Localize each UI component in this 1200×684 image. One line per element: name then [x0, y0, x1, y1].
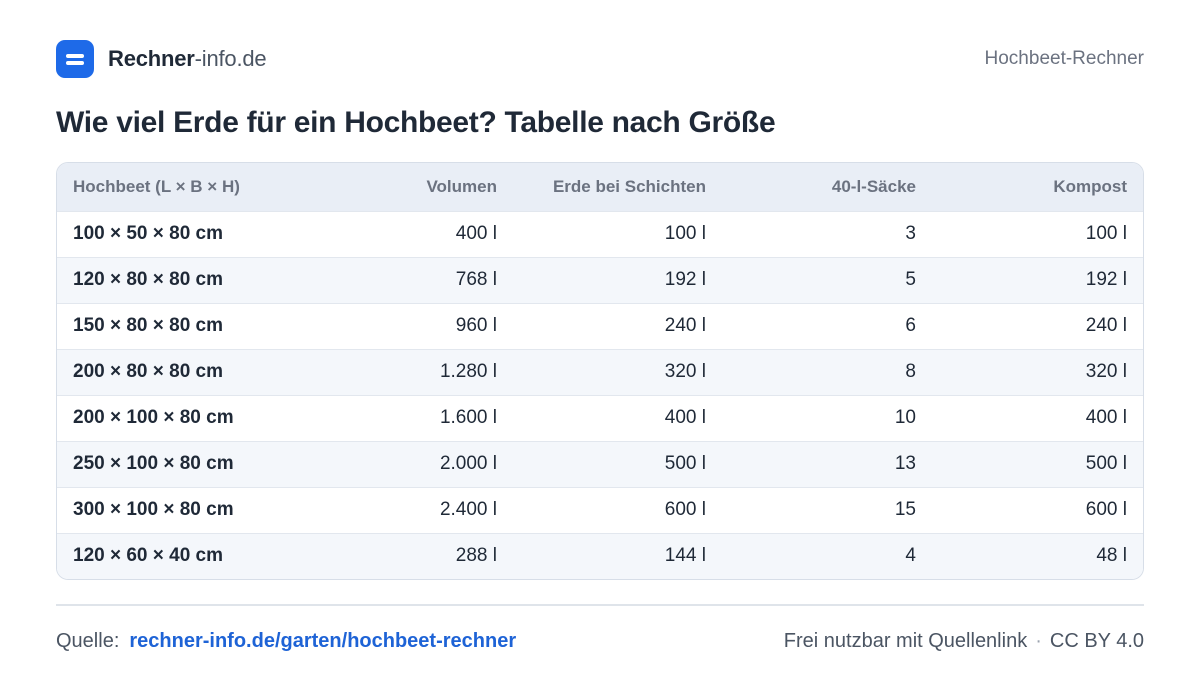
cell-volume: 288 l: [455, 545, 497, 567]
logo-icon: [56, 40, 94, 78]
cell-volume: 1.280 l: [439, 361, 497, 382]
cell-volume: 2.400 l: [439, 499, 497, 520]
site-header: Rechner-info.de Hochbeet-Rechner: [56, 40, 1144, 78]
license-block: Frei nutzbar mit Quellenlink · CC BY 4.0: [784, 630, 1144, 653]
table-row: 300 × 100 × 80 cm 2.400 l 600 l 15 600 l: [57, 487, 1143, 533]
cell-bags: 15: [894, 499, 916, 520]
cell-compost: 600 l: [1085, 499, 1127, 520]
page-label: Hochbeet-Rechner: [984, 48, 1144, 69]
cell-compost: 192 l: [1085, 269, 1127, 290]
cell-soil-layers: 400 l: [664, 407, 706, 428]
license-text: Frei nutzbar mit Quellenlink: [783, 630, 1028, 652]
brand-name: Rechner-info.de: [108, 46, 267, 72]
cell-soil-layers: 500 l: [664, 453, 706, 474]
cell-compost: 320 l: [1085, 361, 1127, 382]
table-row: 150 × 80 × 80 cm 960 l 240 l 6 240 l: [57, 303, 1143, 349]
cell-size: 300 × 100 × 80 cm: [73, 499, 234, 520]
cell-size: 120 × 60 × 40 cm: [73, 545, 224, 567]
source-label: Quelle:: [56, 630, 120, 652]
cell-soil-layers: 192 l: [664, 269, 706, 290]
column-header-soil-layers: Erde bei Schichten: [552, 176, 706, 196]
column-header-bags: 40-l-Säcke: [831, 176, 916, 196]
column-header-size: Hochbeet (L × B × H): [73, 176, 240, 196]
cell-size: 200 × 80 × 80 cm: [73, 361, 224, 382]
license-name: CC BY 4.0: [1049, 630, 1144, 652]
cell-bags: 10: [894, 407, 916, 428]
column-header-volume: Volumen: [426, 176, 497, 196]
brand-name-domain: -info.de: [194, 46, 267, 71]
source-block: Quelle: rechner-info.de/garten/hochbeet-r…: [56, 630, 516, 653]
cell-compost: 48 l: [1096, 545, 1127, 567]
footer: Quelle: rechner-info.de/garten/hochbeet-r…: [56, 630, 1144, 653]
table-row: 200 × 100 × 80 cm 1.600 l 400 l 10 400 l: [57, 395, 1143, 441]
cell-soil-layers: 100 l: [664, 223, 706, 244]
cell-compost: 400 l: [1085, 407, 1127, 428]
cell-volume: 960 l: [455, 315, 497, 336]
table-row: 100 × 50 × 80 cm 400 l 100 l 3 100 l: [57, 211, 1143, 257]
cell-compost: 100 l: [1085, 223, 1127, 244]
cell-soil-layers: 144 l: [664, 545, 706, 567]
cell-soil-layers: 600 l: [664, 499, 706, 520]
cell-size: 120 × 80 × 80 cm: [73, 269, 224, 290]
cell-size: 150 × 80 × 80 cm: [73, 315, 224, 336]
table-row: 250 × 100 × 80 cm 2.000 l 500 l 13 500 l: [57, 441, 1143, 487]
table-body: 100 × 50 × 80 cm 400 l 100 l 3 100 l 120 × 80…: [57, 211, 1143, 579]
cell-soil-layers: 240 l: [664, 315, 706, 336]
cell-bags: 4: [905, 545, 916, 567]
table-header-row: Hochbeet (L × B × H) Volumen Erde bei Sc…: [57, 163, 1143, 211]
footer-divider: [56, 604, 1144, 606]
cell-volume: 768 l: [455, 269, 497, 290]
cell-compost: 500 l: [1085, 453, 1127, 474]
license-separator: ·: [1035, 630, 1042, 652]
cell-bags: 5: [905, 269, 916, 290]
table-row: 120 × 60 × 40 cm 288 l 144 l 4 48 l: [57, 533, 1143, 579]
page-title: Wie viel Erde für ein Hochbeet? Tabelle …: [56, 106, 776, 139]
brand-name-bold: Rechner: [108, 46, 195, 71]
column-header-compost: Kompost: [1053, 176, 1127, 196]
cell-volume: 2.000 l: [439, 453, 497, 474]
brand-logo-link[interactable]: Rechner-info.de: [56, 40, 267, 78]
cell-size: 200 × 100 × 80 cm: [73, 407, 234, 428]
cell-volume: 1.600 l: [439, 407, 497, 428]
soil-table-container: Hochbeet (L × B × H) Volumen Erde bei Sc…: [56, 162, 1144, 580]
cell-bags: 6: [905, 315, 916, 336]
table-row: 120 × 80 × 80 cm 768 l 192 l 5 192 l: [57, 257, 1143, 303]
cell-soil-layers: 320 l: [664, 361, 706, 382]
table-row: 200 × 80 × 80 cm 1.280 l 320 l 8 320 l: [57, 349, 1143, 395]
cell-bags: 13: [894, 453, 916, 474]
source-link[interactable]: rechner-info.de/garten/hochbeet-rechner: [129, 630, 517, 652]
cell-size: 250 × 100 × 80 cm: [73, 453, 234, 474]
cell-volume: 400 l: [455, 223, 497, 244]
soil-table: Hochbeet (L × B × H) Volumen Erde bei Sc…: [57, 163, 1143, 579]
cell-compost: 240 l: [1085, 315, 1127, 336]
cell-bags: 8: [905, 361, 916, 382]
cell-bags: 3: [905, 223, 916, 244]
cell-size: 100 × 50 × 80 cm: [73, 223, 224, 244]
